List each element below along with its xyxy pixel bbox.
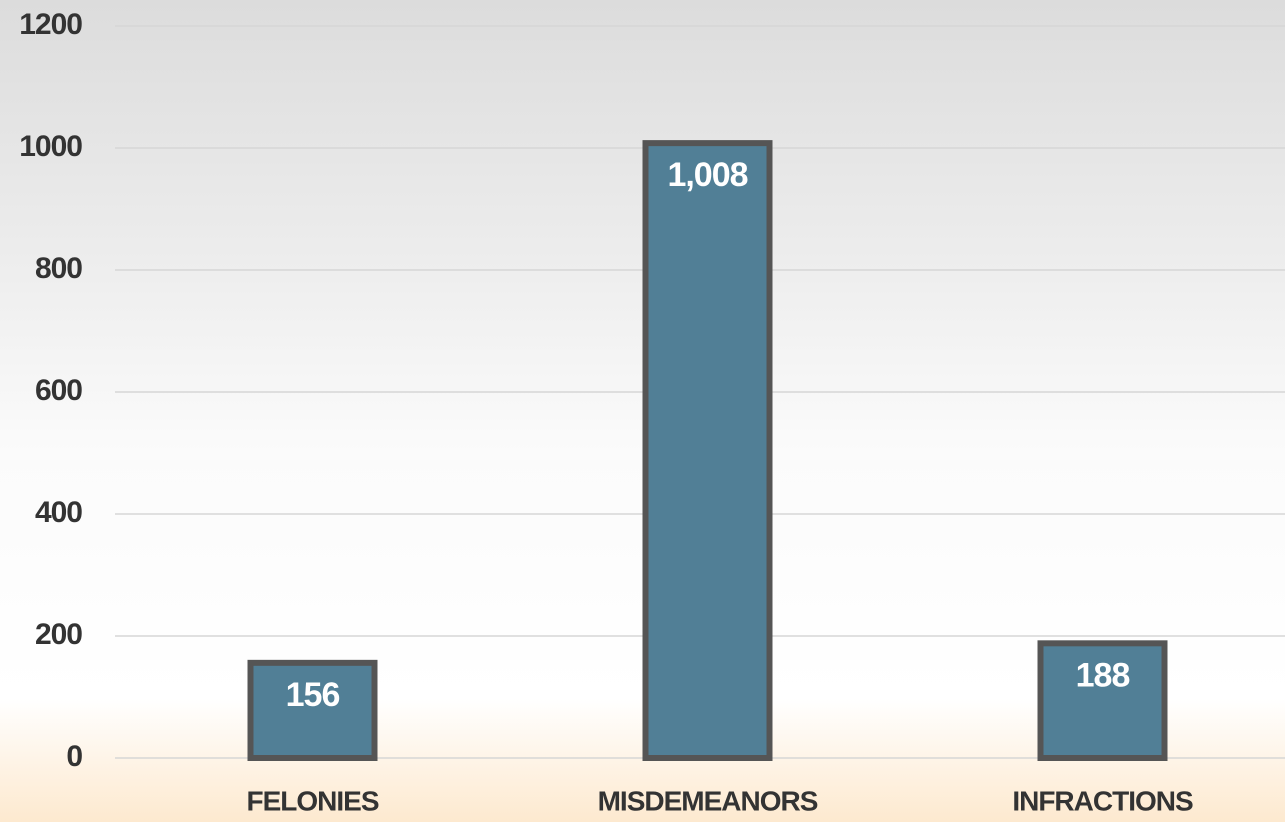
bar — [247, 659, 378, 762]
x-tick-label: INFRACTIONS — [1012, 785, 1193, 816]
x-tick-label: MISDEMEANORS — [598, 785, 818, 816]
y-tick-label: 1000 — [19, 130, 82, 163]
y-tick-label: 200 — [35, 618, 82, 651]
y-tick-label: 1200 — [19, 8, 82, 41]
value-label: 156 — [286, 676, 340, 714]
bar — [1037, 640, 1168, 762]
y-tick-label: 0 — [66, 740, 82, 773]
y-tick-label: 400 — [35, 496, 82, 529]
bar — [642, 140, 773, 761]
y-tick-label: 800 — [35, 252, 82, 285]
value-label: 1,008 — [667, 156, 747, 194]
y-tick-label: 600 — [35, 374, 82, 407]
value-label: 188 — [1076, 656, 1130, 694]
x-tick-label: FELONIES — [246, 785, 378, 816]
